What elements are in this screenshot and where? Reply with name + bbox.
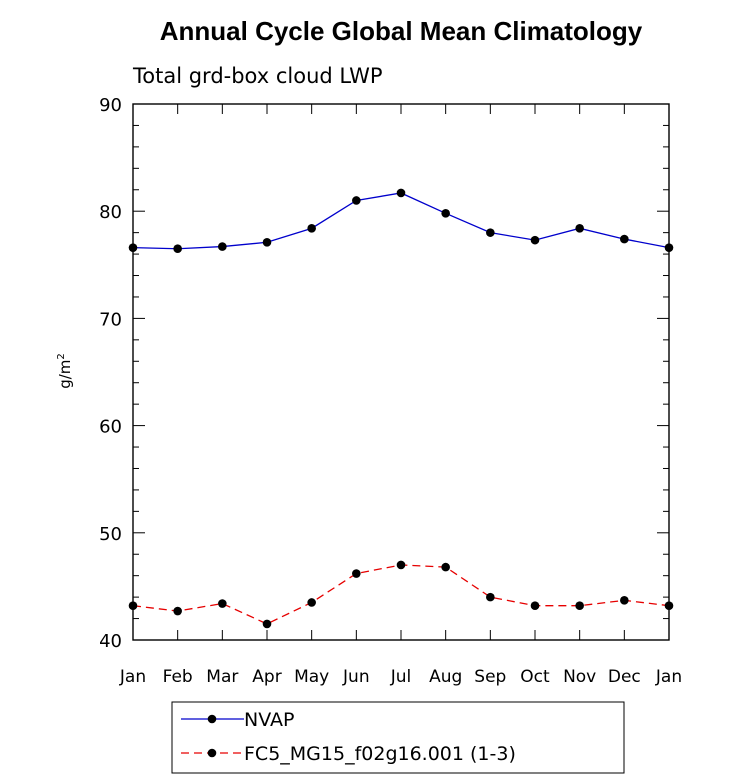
- y-tick-label: 90: [99, 95, 122, 116]
- y-tick-label: 40: [99, 631, 122, 652]
- y-tick-label: 50: [99, 524, 122, 545]
- x-tick-label: May: [294, 667, 329, 687]
- chart-subtitle: Total grd-box cloud LWP: [132, 64, 383, 88]
- series-point: [218, 599, 227, 608]
- legend: NVAP FC5_MG15_f02g16.001 (1-3): [171, 701, 625, 774]
- x-tick-label: Sep: [474, 667, 506, 687]
- series-point: [575, 224, 584, 233]
- plot-series: [128, 188, 674, 629]
- series-point: [620, 234, 629, 244]
- x-tick-label: Jan: [655, 667, 682, 687]
- y-axis-label-superscript: 2: [56, 353, 67, 359]
- x-tick-label: Dec: [608, 667, 641, 687]
- series-point: [396, 560, 406, 570]
- legend-label-0: NVAP: [244, 709, 294, 731]
- axis-ticks: [132, 103, 670, 641]
- x-tick-labels: Jan Feb Mar Apr May Jun Jul Aug Sep Oct Nov Dec Jan: [119, 667, 682, 687]
- x-tick-label: Nov: [563, 667, 596, 687]
- series-point: [307, 224, 316, 233]
- series-point: [352, 569, 361, 578]
- x-tick-label: Oct: [520, 667, 550, 687]
- x-tick-label: Jun: [342, 667, 370, 687]
- y-tick-label: 70: [99, 309, 122, 330]
- series-point: [352, 196, 361, 205]
- series-point: [530, 601, 540, 610]
- series-line-0: [132, 192, 670, 250]
- series-point: [173, 606, 182, 616]
- legend-box: [171, 701, 625, 774]
- series-point: [396, 188, 406, 198]
- series-point: [441, 209, 450, 218]
- series-point: [173, 244, 182, 254]
- x-tick-label: Apr: [252, 667, 281, 687]
- x-tick-label: Mar: [206, 667, 238, 687]
- y-axis-label-text: g/m: [56, 360, 74, 389]
- legend-label-1: FC5_MG15_f02g16.001 (1-3): [244, 743, 516, 765]
- legend-marker: [207, 714, 217, 724]
- series-point: [486, 592, 495, 602]
- legend-marker: [207, 748, 217, 758]
- x-tick-label: Jan: [119, 667, 146, 687]
- y-tick-label: 60: [99, 417, 122, 438]
- plot-frame: [132, 103, 670, 641]
- series-point: [575, 601, 584, 610]
- y-tick-labels: 40 50 60 70 80 90: [99, 95, 122, 652]
- x-tick-label: Aug: [429, 667, 462, 687]
- series-point: [620, 596, 629, 605]
- x-tick-label: Jul: [390, 667, 412, 687]
- chart-title: Annual Cycle Global Mean Climatology: [160, 16, 643, 46]
- series-line-1: [132, 564, 670, 625]
- series-point: [441, 562, 450, 572]
- series-point: [486, 228, 495, 237]
- series-point: [307, 598, 316, 607]
- series-point: [262, 237, 272, 247]
- series-point: [218, 242, 227, 251]
- y-axis-label: g/m2: [56, 353, 74, 389]
- series-point: [530, 235, 540, 245]
- y-tick-label: 80: [99, 202, 122, 223]
- series-point: [262, 619, 272, 629]
- x-tick-label: Feb: [163, 667, 193, 687]
